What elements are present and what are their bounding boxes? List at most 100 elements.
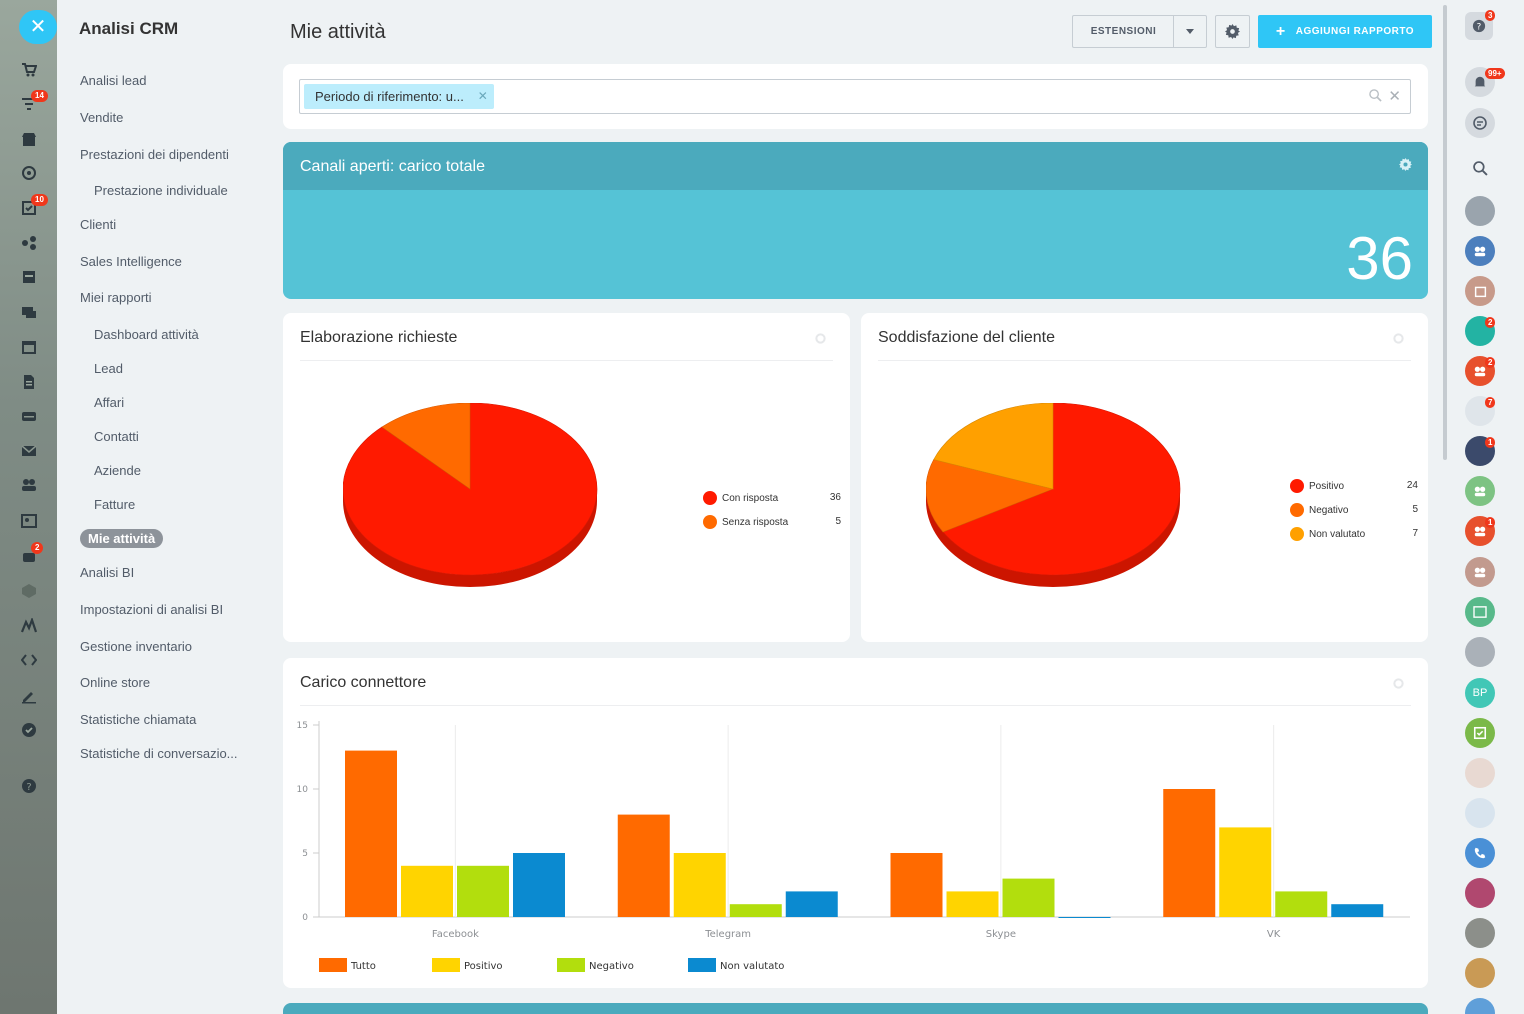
menu-item-bi-analytics[interactable]: Analisi BI <box>80 565 135 580</box>
search-icon[interactable] <box>1465 153 1495 183</box>
menu-item-inventory[interactable]: Gestione inventario <box>80 639 193 654</box>
rail-badge-robot: 2 <box>31 542 44 554</box>
clear-filter-icon[interactable]: ✕ <box>1388 88 1401 105</box>
cart-icon[interactable] <box>18 59 40 81</box>
contact-card-icon[interactable] <box>1465 597 1495 627</box>
rrail-badge: 7 <box>1485 397 1496 408</box>
menu-item-lead-analysis[interactable]: Analisi lead <box>80 73 147 88</box>
bar-telegram-2 <box>673 853 726 917</box>
menu-item-my-activities[interactable]: Mie attività <box>80 529 164 548</box>
chat-icon[interactable] <box>18 302 40 324</box>
legend-label: Non valutato <box>1309 528 1366 540</box>
menu-item-conversation-stats[interactable]: Statistiche di conversazio... <box>80 746 238 761</box>
user-avatar[interactable] <box>1465 958 1495 988</box>
group-icon[interactable] <box>18 474 40 496</box>
phone-icon[interactable] <box>1465 838 1495 868</box>
menu-item-employee-performance[interactable]: Prestazioni dei dipendenti <box>80 147 229 162</box>
scrollbar[interactable] <box>1443 5 1447 460</box>
search-icon[interactable] <box>1369 89 1382 107</box>
menu-item-invoices[interactable]: Fatture <box>94 497 136 512</box>
menu-item-contacts[interactable]: Contatti <box>94 429 139 444</box>
menu-item-deals[interactable]: Affari <box>94 395 125 410</box>
widget-gear-icon[interactable] <box>1399 158 1412 176</box>
menu-item-individual-performance[interactable]: Prestazione individuale <box>94 183 228 198</box>
analytics-icon[interactable] <box>18 615 40 637</box>
calendar-icon[interactable] <box>18 336 40 358</box>
next-widget <box>283 1003 1428 1014</box>
card-divider <box>300 705 1411 706</box>
rrail-badge: 1 <box>1485 517 1496 528</box>
legend-swatch <box>319 958 347 972</box>
group-chat-icon[interactable] <box>1465 476 1495 506</box>
user-avatar[interactable] <box>1465 918 1495 948</box>
help-icon[interactable]: ? <box>1465 12 1493 40</box>
extensions-button[interactable]: ESTENSIONI <box>1072 15 1174 48</box>
legend-label: Positivo <box>1309 480 1345 492</box>
legend-swatch <box>1290 527 1304 541</box>
legend-label: Negativo <box>589 961 634 972</box>
user-avatar[interactable] <box>1465 798 1495 828</box>
gear-icon[interactable] <box>1393 331 1404 349</box>
user-avatar[interactable] <box>1465 758 1495 788</box>
tasks-chat-icon[interactable] <box>1465 718 1495 748</box>
gear-icon <box>1225 24 1240 39</box>
target-icon[interactable] <box>18 162 40 184</box>
nodes-icon[interactable] <box>18 232 40 254</box>
add-report-button[interactable]: + AGGIUNGI RAPPORTO <box>1258 15 1432 48</box>
legend-label: Negativo <box>1309 504 1349 516</box>
menu-item-lead[interactable]: Lead <box>94 361 123 376</box>
menu-item-activity-dashboard[interactable]: Dashboard attività <box>94 327 199 342</box>
user-avatar[interactable] <box>1465 196 1495 226</box>
tasks-icon[interactable] <box>18 197 40 219</box>
menu-item-my-reports[interactable]: Miei rapporti <box>80 290 152 305</box>
bp-avatar[interactable]: BP <box>1465 678 1495 708</box>
drive-icon[interactable] <box>18 405 40 427</box>
group-avatar[interactable] <box>1465 878 1495 908</box>
mail-icon[interactable] <box>18 440 40 462</box>
pie-slice-2 <box>381 403 471 490</box>
extensions-dropdown-button[interactable] <box>1173 15 1207 48</box>
user-avatar[interactable] <box>1465 637 1495 667</box>
menu-item-companies[interactable]: Aziende <box>94 463 141 478</box>
filter-search-input[interactable]: Periodo di riferimento: u... ✕ ✕ <box>299 79 1411 114</box>
menu-item-sales-intelligence[interactable]: Sales Intelligence <box>80 254 182 269</box>
bar-facebook-2 <box>401 865 453 917</box>
user-avatar[interactable] <box>1465 998 1495 1014</box>
code-icon[interactable] <box>18 649 40 671</box>
menu-item-bi-settings[interactable]: Impostazioni di analisi BI <box>80 602 224 617</box>
close-icon[interactable]: ✕ <box>19 10 57 44</box>
filter-tag[interactable]: Periodo di riferimento: u... ✕ <box>304 84 494 109</box>
gear-icon[interactable] <box>815 331 826 349</box>
menu-item-clients[interactable]: Clienti <box>80 217 117 232</box>
store-icon[interactable] <box>18 128 40 150</box>
menu-item-online-store[interactable]: Online store <box>80 675 151 690</box>
robot-icon[interactable] <box>18 545 40 567</box>
open-channels-widget: Canali aperti: carico totale 36 <box>283 142 1428 299</box>
messages-icon[interactable] <box>1465 108 1495 138</box>
box-icon[interactable] <box>18 580 40 602</box>
group-chat-icon[interactable] <box>1465 236 1495 266</box>
inbox-icon[interactable] <box>18 266 40 288</box>
calendar-chat-icon[interactable] <box>1465 276 1495 306</box>
requests-pie-chart <box>343 403 598 587</box>
y-tick-label: 10 <box>297 785 309 795</box>
group-chat-icon[interactable] <box>1465 557 1495 587</box>
check-circle-icon[interactable] <box>18 719 40 741</box>
gear-icon[interactable] <box>1393 676 1404 694</box>
remove-tag-icon[interactable]: ✕ <box>477 89 488 103</box>
contact-card-icon[interactable] <box>18 510 40 532</box>
sign-icon[interactable] <box>18 685 40 707</box>
bar-skype-3 <box>1002 878 1055 917</box>
connector-card: Carico connettore 0 5 10 15 Facebook Telegram… <box>283 658 1428 988</box>
legend-swatch <box>1290 479 1304 493</box>
add-report-label: AGGIUNGI RAPPORTO <box>1295 26 1415 37</box>
svg-text:?: ? <box>26 782 31 793</box>
document-icon[interactable] <box>18 371 40 393</box>
menu-item-sales[interactable]: Vendite <box>80 110 124 125</box>
legend-item: Con risposta <box>703 491 778 505</box>
settings-button[interactable] <box>1215 15 1250 48</box>
menu-item-call-stats[interactable]: Statistiche chiamata <box>80 712 197 727</box>
legend-value: 5 <box>835 516 841 527</box>
help-icon[interactable]: ? <box>18 775 40 797</box>
rrail-badge: 2 <box>1485 357 1496 368</box>
